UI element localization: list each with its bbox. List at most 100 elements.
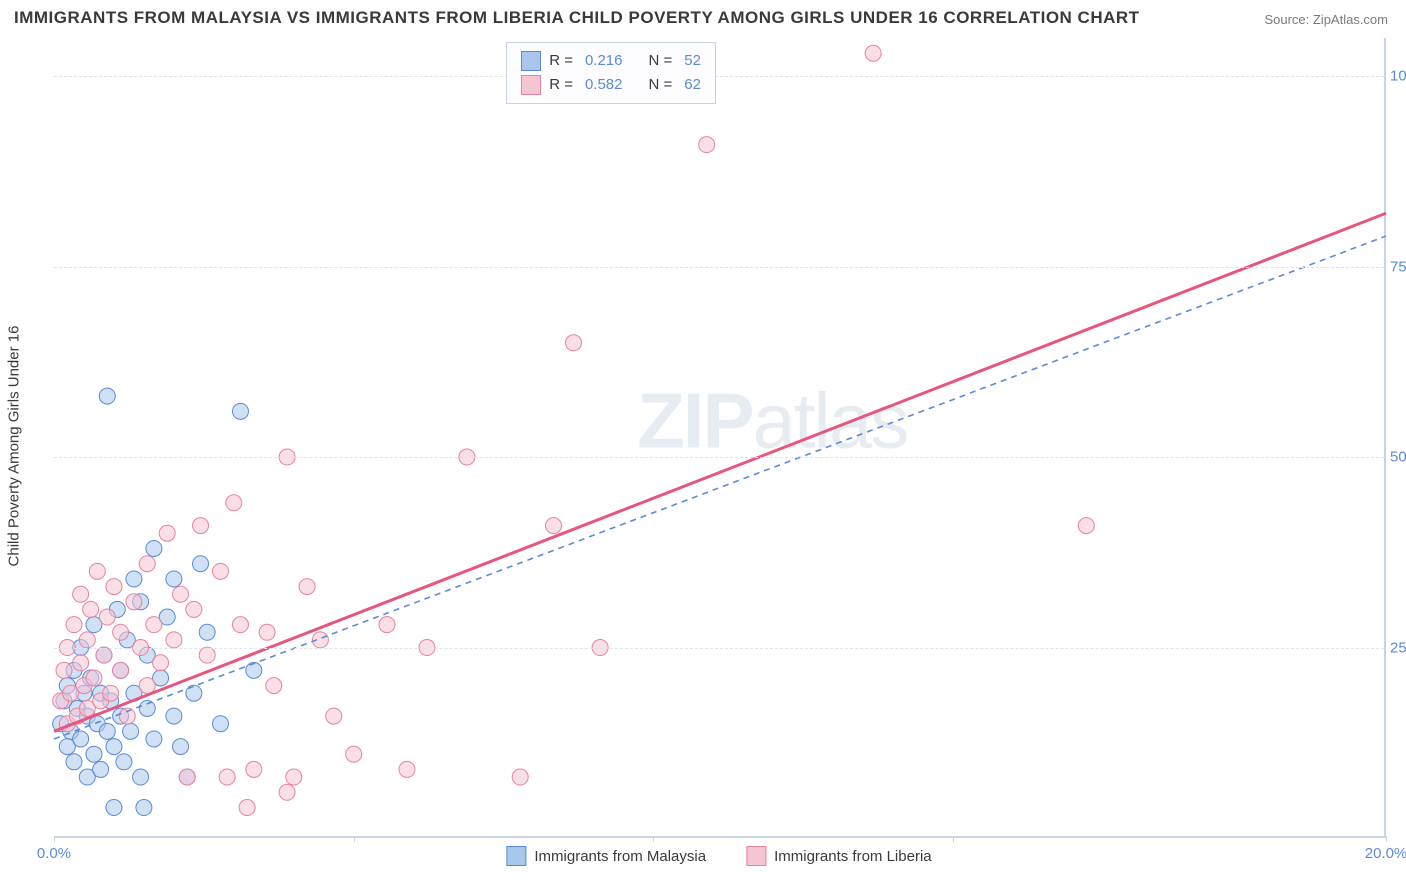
data-point xyxy=(73,586,89,602)
data-point xyxy=(83,601,99,617)
data-point xyxy=(279,784,295,800)
r-value: 0.216 xyxy=(585,49,623,73)
data-point xyxy=(865,45,881,61)
n-value: 52 xyxy=(684,49,701,73)
data-point xyxy=(106,800,122,816)
data-point xyxy=(512,769,528,785)
data-point xyxy=(232,403,248,419)
data-point xyxy=(199,647,215,663)
chart-title: IMMIGRANTS FROM MALAYSIA VS IMMIGRANTS F… xyxy=(14,8,1140,28)
data-point xyxy=(232,617,248,633)
data-point xyxy=(113,662,129,678)
x-tick-mark xyxy=(1386,836,1387,842)
legend-swatch xyxy=(506,846,526,866)
data-point xyxy=(93,761,109,777)
data-point xyxy=(73,731,89,747)
data-point xyxy=(56,662,72,678)
data-point xyxy=(246,662,262,678)
source-value: ZipAtlas.com xyxy=(1313,12,1388,27)
data-point xyxy=(126,571,142,587)
series-legend-item: Immigrants from Malaysia xyxy=(506,846,706,866)
data-point xyxy=(106,739,122,755)
data-point xyxy=(89,563,105,579)
data-point xyxy=(1078,518,1094,534)
data-point xyxy=(146,540,162,556)
y-tick-label: 50.0% xyxy=(1390,449,1406,466)
data-point xyxy=(193,518,209,534)
data-point xyxy=(166,571,182,587)
data-point xyxy=(299,579,315,595)
data-point xyxy=(226,495,242,511)
y-tick-label: 25.0% xyxy=(1390,639,1406,656)
data-point xyxy=(99,609,115,625)
n-label: N = xyxy=(649,73,673,97)
data-point xyxy=(266,678,282,694)
gridline-h xyxy=(54,76,1384,77)
stats-legend-row: R = 0.582 N = 62 xyxy=(521,73,701,97)
data-point xyxy=(246,761,262,777)
data-point xyxy=(103,685,119,701)
data-point xyxy=(146,617,162,633)
data-point xyxy=(133,769,149,785)
data-point xyxy=(73,655,89,671)
series-legend: Immigrants from Malaysia Immigrants from … xyxy=(506,846,931,866)
data-point xyxy=(173,739,189,755)
data-point xyxy=(173,586,189,602)
data-point xyxy=(213,716,229,732)
data-point xyxy=(139,678,155,694)
trendline xyxy=(54,213,1386,731)
data-point xyxy=(126,594,142,610)
gridline-h xyxy=(54,267,1384,268)
data-point xyxy=(153,655,169,671)
stats-legend-row: R =0.216N =52 xyxy=(521,49,701,73)
data-point xyxy=(199,624,215,640)
stats-legend: R = 0.216 N = 52R = 0.582 N = 62 xyxy=(506,42,716,104)
n-label: N = xyxy=(649,49,673,73)
x-tick-mark xyxy=(354,836,355,842)
data-point xyxy=(193,556,209,572)
series-legend-item: Immigrants from Liberia xyxy=(746,846,932,866)
data-point xyxy=(96,647,112,663)
data-point xyxy=(399,761,415,777)
data-point xyxy=(66,617,82,633)
data-point xyxy=(99,388,115,404)
chart-svg xyxy=(54,38,1384,836)
y-tick-label: 75.0% xyxy=(1390,258,1406,275)
data-point xyxy=(136,800,152,816)
plot-area: ZIPatlas 25.0%50.0%75.0%100.0%0.0%20.0%R… xyxy=(54,38,1386,838)
n-value: 62 xyxy=(684,73,701,97)
data-point xyxy=(139,556,155,572)
gridline-h xyxy=(54,648,1384,649)
trendline xyxy=(54,236,1386,739)
data-point xyxy=(99,723,115,739)
x-tick-mark xyxy=(54,836,55,842)
r-value: 0.582 xyxy=(585,73,623,97)
data-point xyxy=(123,723,139,739)
data-point xyxy=(179,769,195,785)
series-legend-label: Immigrants from Liberia xyxy=(774,848,932,865)
legend-swatch xyxy=(746,846,766,866)
data-point xyxy=(546,518,562,534)
data-point xyxy=(379,617,395,633)
r-label: R = xyxy=(549,73,573,97)
x-tick-label: 0.0% xyxy=(37,845,71,862)
data-point xyxy=(326,708,342,724)
x-tick-mark xyxy=(653,836,654,842)
source-label: Source: xyxy=(1264,12,1312,27)
data-point xyxy=(86,746,102,762)
data-point xyxy=(86,670,102,686)
data-point xyxy=(159,525,175,541)
data-point xyxy=(139,700,155,716)
legend-swatch xyxy=(521,51,541,71)
data-point xyxy=(79,632,95,648)
data-point xyxy=(166,632,182,648)
data-point xyxy=(239,800,255,816)
legend-swatch xyxy=(521,75,541,95)
data-point xyxy=(186,601,202,617)
gridline-h xyxy=(54,457,1384,458)
data-point xyxy=(146,731,162,747)
data-point xyxy=(166,708,182,724)
y-axis-label: Child Poverty Among Girls Under 16 xyxy=(6,326,23,567)
data-point xyxy=(259,624,275,640)
data-point xyxy=(219,769,235,785)
